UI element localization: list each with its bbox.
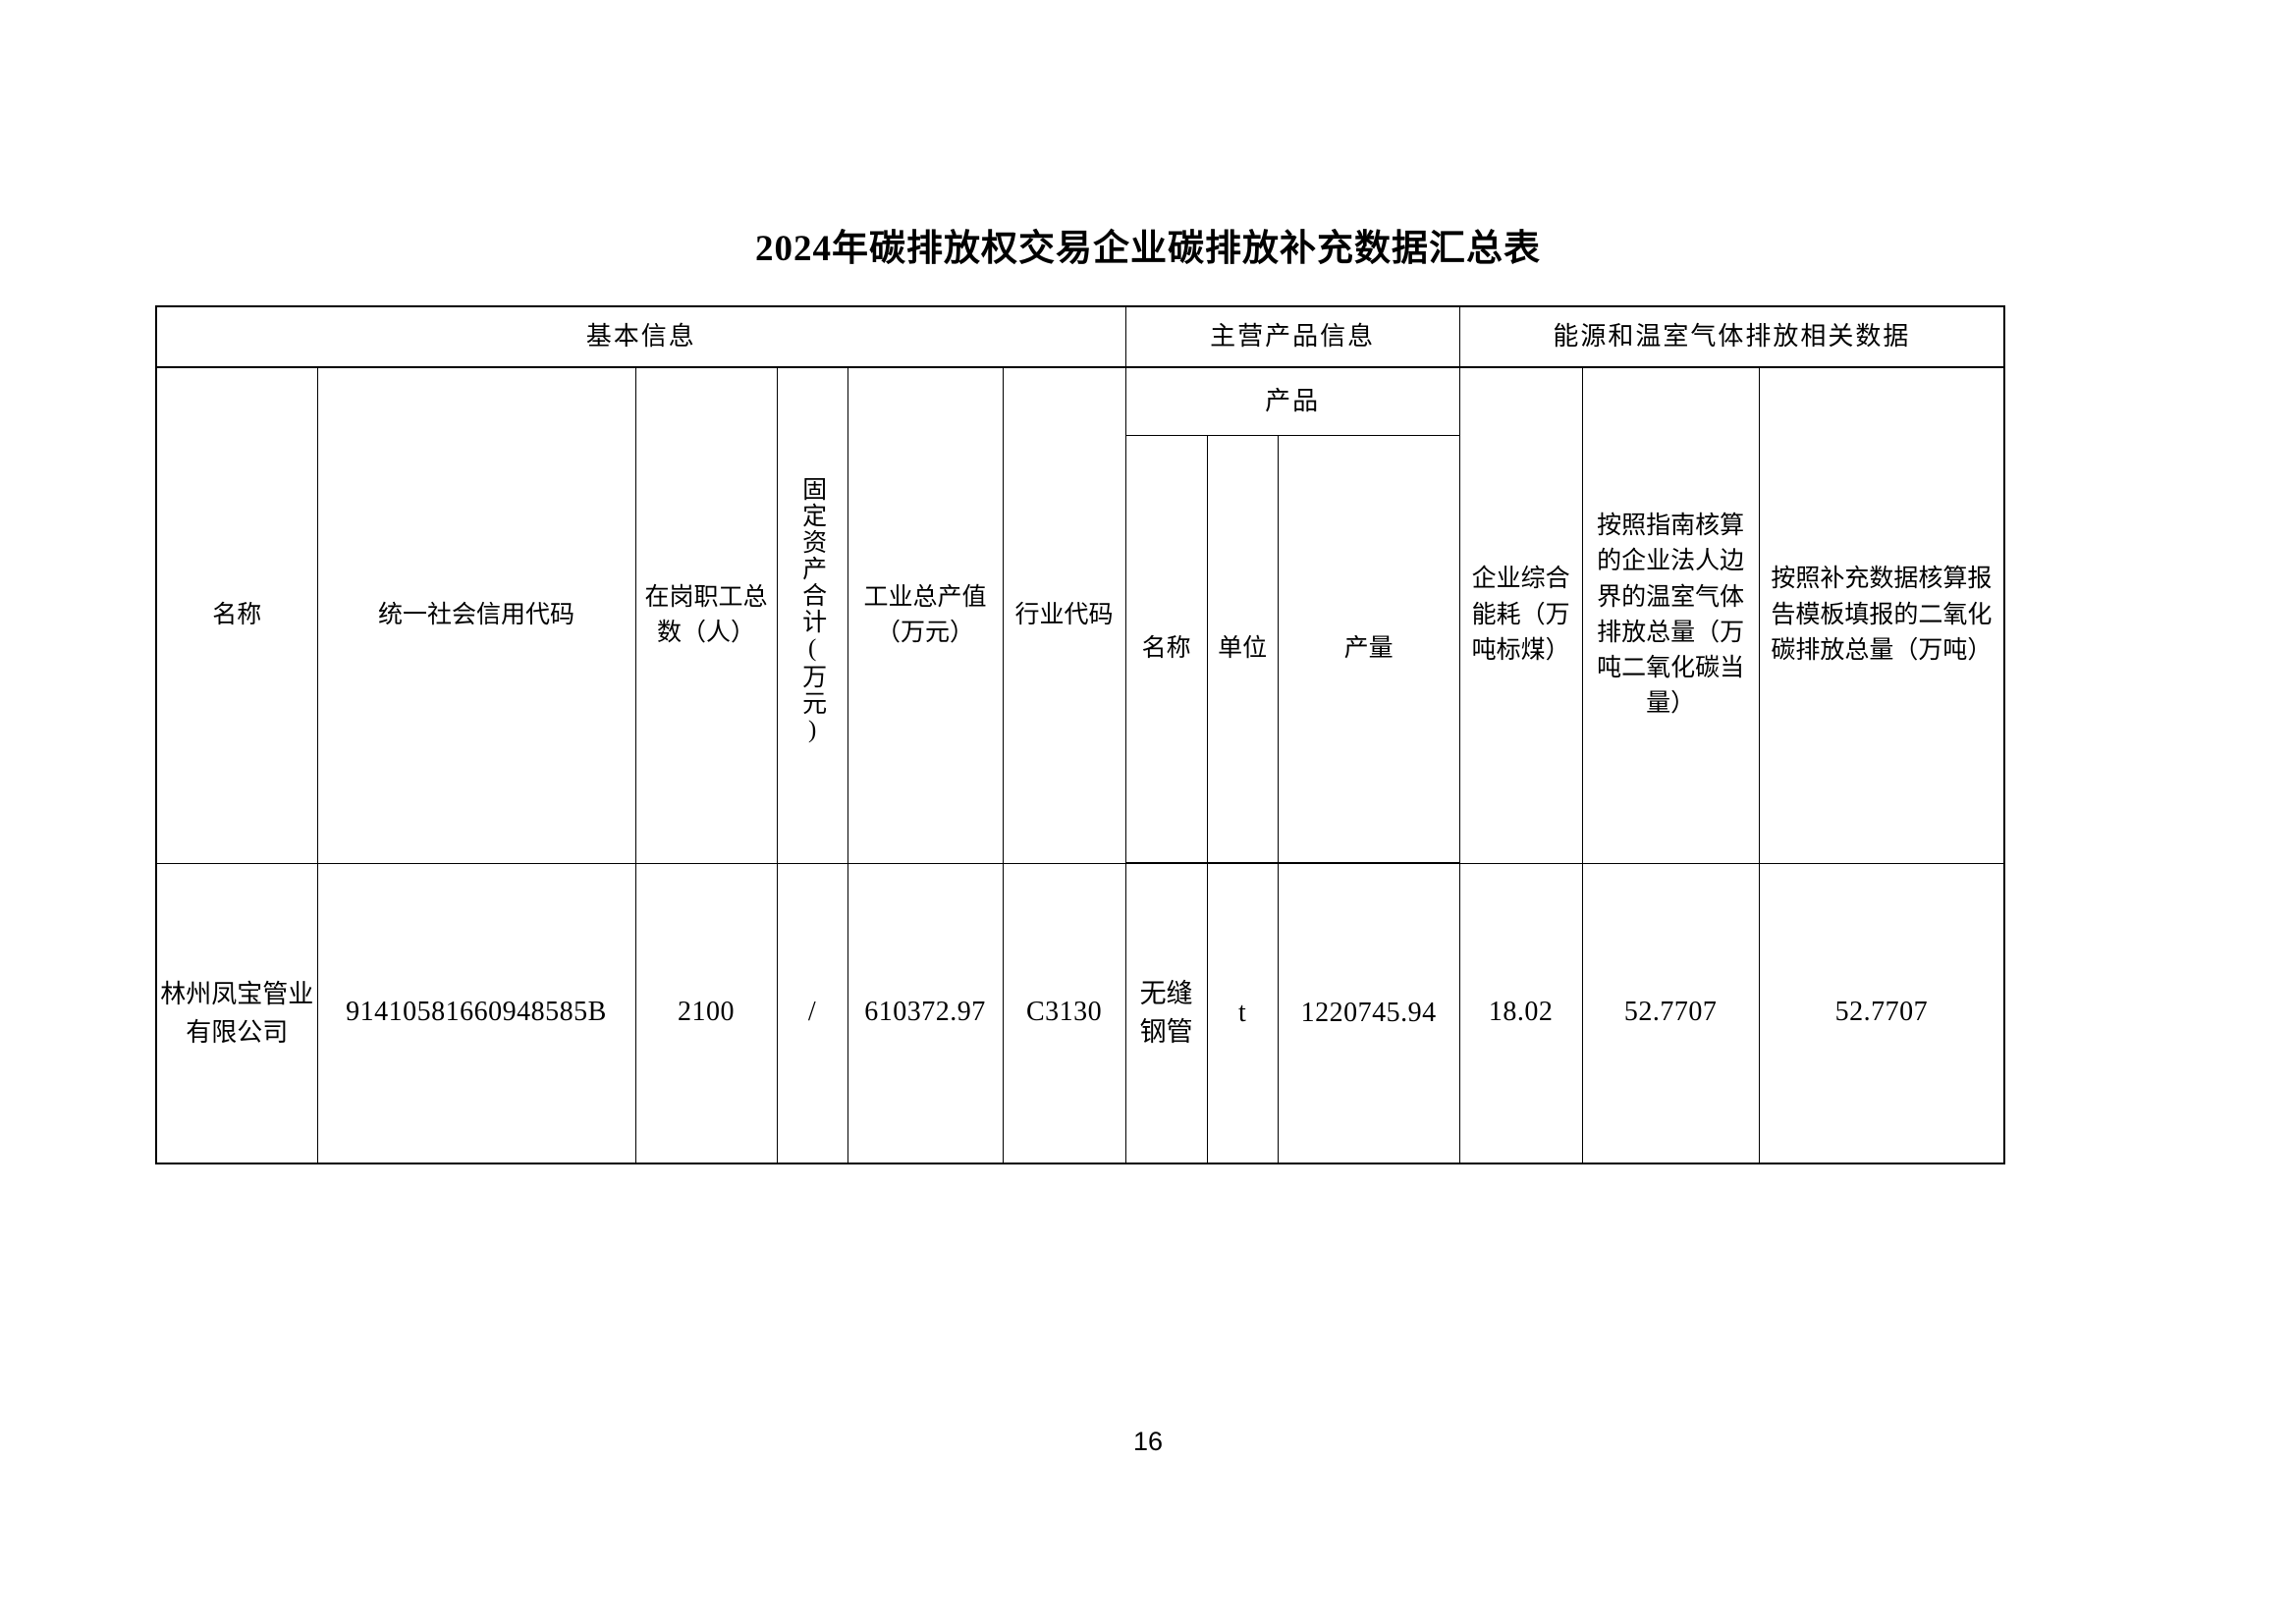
group-header-main-product-info: 主营产品信息 (1124, 305, 1460, 368)
header-industrial-output-label: 工业总产值（万元） (863, 583, 987, 646)
cell-company-name-value: 林州凤宝管业有限公司 (160, 979, 314, 1047)
header-co2-total: 按照补充数据核算报告模板填报的二氧化碳排放总量（万吨） (1758, 366, 2005, 864)
header-comprehensive-energy: 企业综合能耗（万吨标煤） (1458, 366, 1583, 864)
header-ghg-total-label: 按照指南核算的企业法人边界的温室气体排放总量（万吨二氧化碳当量） (1597, 513, 1745, 718)
header-credit-code-label: 统一社会信用代码 (377, 601, 574, 628)
group-header-basic-info-label: 基本信息 (585, 321, 696, 351)
table-column-header-row: 名称 单位 产量 (156, 435, 2004, 864)
cell-product-name: 无缝钢管 (1124, 862, 1208, 1164)
header-product-name: 名称 (1124, 435, 1208, 864)
subgroup-header-product-label: 产品 (1265, 386, 1321, 415)
summary-table-container: 基本信息 主营产品信息 能源和温室气体排放相关数据 名称 统一社会信用代码 (155, 305, 2006, 1164)
header-industry-code: 行业代码 (1002, 366, 1126, 864)
cell-comprehensive-energy: 18.02 (1458, 862, 1583, 1164)
table-subgroup-header-row: 名称 统一社会信用代码 在岗职工总数（人） 固定资产合计(万元) 工业总产值（万… (155, 366, 2005, 864)
header-name-label: 名称 (212, 601, 262, 628)
table-row: 林州凤宝管业有限公司 91410581660948585B 2100 / 610… (155, 862, 2005, 1164)
header-comprehensive-energy-label: 企业综合能耗（万吨标煤） (1471, 566, 1570, 664)
cell-product-unit: t (1206, 862, 1279, 1164)
page-title: 2024年碳排放权交易企业碳排放补充数据汇总表 (755, 229, 1541, 269)
group-header-energy-ghg-data: 能源和温室气体排放相关数据 (1458, 305, 2005, 368)
header-fixed-assets-label: 固定资产合计(万元) (798, 475, 826, 745)
header-product-unit: 单位 (1206, 435, 1279, 864)
group-header-main-product-info-label: 主营产品信息 (1210, 321, 1376, 351)
cell-fixed-assets: / (776, 862, 848, 1164)
header-industry-code-label: 行业代码 (1014, 601, 1114, 628)
header-credit-code: 统一社会信用代码 (316, 366, 636, 864)
header-employees-label: 在岗职工总数（人） (644, 583, 768, 646)
header-employees: 在岗职工总数（人） (634, 366, 778, 864)
cell-co2-total: 52.7707 (1758, 862, 2005, 1164)
cell-product-name-value: 无缝钢管 (1139, 978, 1193, 1047)
header-name: 名称 (155, 366, 318, 864)
cell-product-output: 1220745.94 (1277, 862, 1460, 1164)
carbon-emission-summary-table: 基本信息 主营产品信息 能源和温室气体排放相关数据 名称 统一社会信用代码 (155, 305, 2006, 1164)
header-co2-total-label: 按照补充数据核算报告模板填报的二氧化碳排放总量（万吨） (1771, 566, 1993, 664)
cell-company-name: 林州凤宝管业有限公司 (155, 862, 318, 1164)
group-header-basic-info: 基本信息 (155, 305, 1126, 368)
header-product-unit-label: 单位 (1218, 634, 1268, 662)
header-industrial-output: 工业总产值（万元） (847, 366, 1004, 864)
page-number: 16 (1132, 1427, 1164, 1456)
cell-employees: 2100 (634, 862, 778, 1164)
table-group-header-row: 基本信息 主营产品信息 能源和温室气体排放相关数据 (155, 305, 2005, 368)
cell-industrial-output: 610372.97 (847, 862, 1004, 1164)
group-header-energy-ghg-data-label: 能源和温室气体排放相关数据 (1553, 321, 1911, 351)
cell-industry-code: C3130 (1002, 862, 1126, 1164)
header-product-name-label: 名称 (1141, 634, 1191, 662)
cell-ghg-total: 52.7707 (1581, 862, 1760, 1164)
header-product-output: 产量 (1277, 435, 1460, 864)
cell-credit-code: 91410581660948585B (316, 862, 636, 1164)
header-product-output-label: 产量 (1343, 634, 1394, 662)
header-ghg-total: 按照指南核算的企业法人边界的温室气体排放总量（万吨二氧化碳当量） (1581, 366, 1760, 864)
subgroup-header-product: 产品 (1124, 366, 1460, 436)
header-fixed-assets: 固定资产合计(万元) (776, 366, 848, 864)
